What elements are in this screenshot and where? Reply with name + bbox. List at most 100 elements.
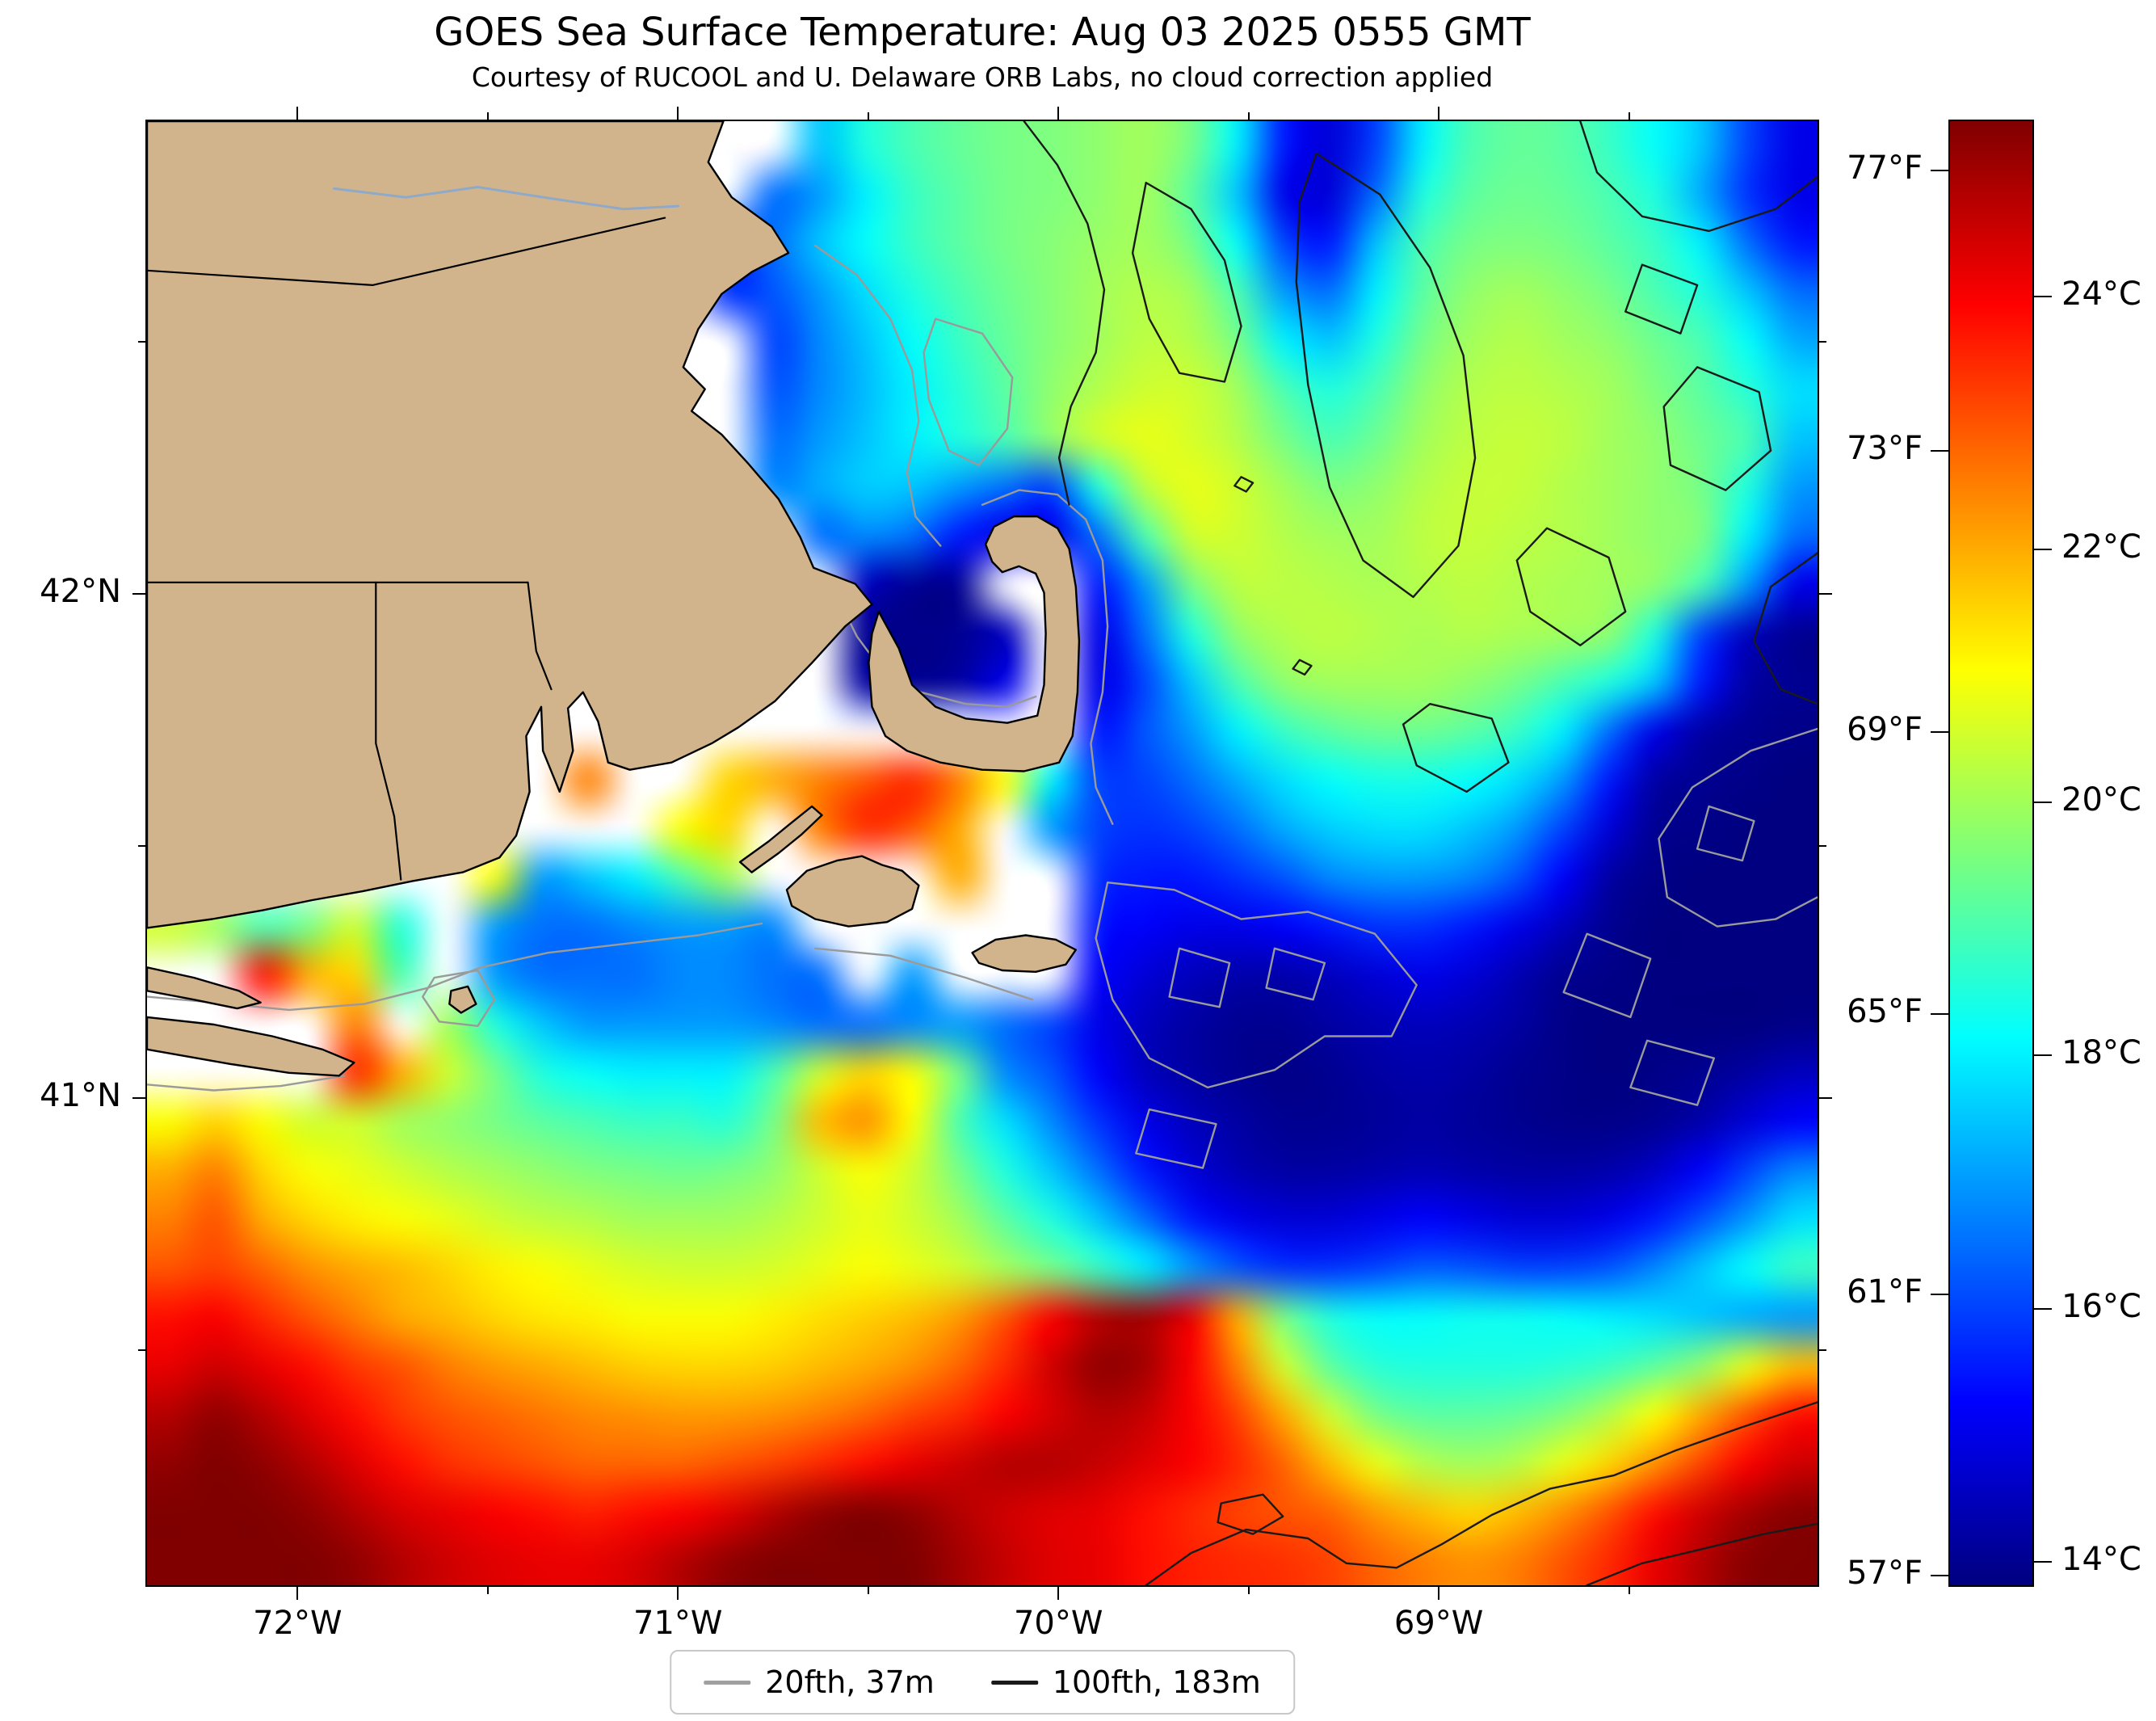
contour-20fth-line [422, 969, 496, 1027]
colorbar-tick-f [1931, 450, 1948, 452]
lon-tick-label: 72°W [253, 1605, 343, 1642]
state-border-line [375, 581, 402, 881]
contour-100fth-line [1145, 1401, 1818, 1585]
colorbar-tick-f [1931, 1574, 1948, 1576]
axis-tick [132, 1096, 145, 1099]
axis-tick [132, 592, 145, 595]
axis-tick [867, 112, 869, 120]
state-border-line [527, 581, 553, 691]
contour-20fth-line [1562, 932, 1652, 1019]
land-long-island-south-fork [147, 1016, 355, 1077]
lon-tick-label: 71°W [633, 1605, 723, 1642]
land-marthas-vineyard [785, 855, 920, 928]
colorbar-label-c: 16°C [2061, 1287, 2141, 1325]
axis-tick [1819, 844, 1826, 847]
colorbar-label-c: 18°C [2061, 1034, 2141, 1072]
figure-subtitle: Courtesy of RUCOOL and U. Delaware ORB L… [471, 61, 1494, 93]
contour-20fth-line [1135, 1108, 1217, 1169]
contour-100fth-line [1234, 476, 1255, 493]
lat-tick-label: 41°N [40, 1076, 121, 1114]
colorbar-tick-f [1931, 169, 1948, 171]
colorbar-tick-c [2034, 296, 2052, 298]
colorbar-tick-c [2034, 549, 2052, 551]
contour-20fth-line [147, 1075, 346, 1092]
axis-tick [1819, 592, 1832, 595]
colorbar-label-f: 65°F [1847, 992, 1923, 1030]
legend-label-20fth: 20fth, 37m [765, 1664, 935, 1700]
lon-tick-label: 70°W [1013, 1605, 1103, 1642]
state-border-line [147, 217, 666, 286]
contour-100fth-line [1292, 659, 1313, 676]
land-mainland-new-england [147, 121, 873, 929]
axis-tick [296, 107, 299, 120]
colorbar-label-f: 57°F [1847, 1554, 1923, 1592]
colorbar-tick-c [2034, 1307, 2052, 1310]
river-line [333, 186, 680, 211]
axis-tick [1247, 1587, 1250, 1594]
contour-100fth-line [1402, 703, 1510, 793]
contour-20fth-line [1629, 1039, 1715, 1106]
lon-tick-label: 69°W [1393, 1605, 1484, 1642]
colorbar-tick-f [1931, 1012, 1948, 1015]
legend-label-100fth: 100fth, 183m [1052, 1664, 1261, 1700]
axis-tick [1628, 112, 1630, 120]
colorbar-label-c: 20°C [2061, 781, 2141, 819]
contour-20fth-line [147, 922, 763, 1012]
contour-20fth-line [981, 489, 1114, 825]
legend: 20fth, 37m 100fth, 183m [670, 1650, 1295, 1715]
contour-20fth-line [814, 244, 942, 547]
colorbar-tick-c [2034, 802, 2052, 804]
contour-20fth-line [1265, 947, 1326, 1001]
contour-20fth-line [1095, 882, 1418, 1089]
contour-100fth-line [1753, 552, 1818, 705]
axis-tick [296, 1587, 299, 1600]
contour-100fth-line [1217, 1493, 1284, 1535]
colorbar-label-f: 77°F [1847, 149, 1923, 187]
contour-20fth-line [814, 947, 1034, 1001]
map-overlay [147, 121, 1818, 1585]
contour-20fth-line [1168, 947, 1231, 1008]
contour-100fth-line [1023, 121, 1106, 506]
axis-tick [486, 112, 489, 120]
colorbar [1948, 120, 2034, 1587]
legend-line-20fth-icon [704, 1680, 751, 1685]
colorbar-label-c: 22°C [2061, 528, 2141, 566]
colorbar-gradient [1950, 121, 2032, 1585]
contour-100fth-line [1586, 1522, 1818, 1585]
contour-100fth-line [1515, 527, 1627, 646]
contour-20fth-line [1696, 805, 1755, 862]
colorbar-tick-f [1931, 1294, 1948, 1296]
contour-20fth-line [922, 318, 1014, 466]
contour-100fth-line [1662, 366, 1772, 491]
axis-tick [1628, 1587, 1630, 1594]
colorbar-label-f: 69°F [1847, 710, 1923, 748]
colorbar-label-f: 61°F [1847, 1273, 1923, 1311]
colorbar-tick-c [2034, 1560, 2052, 1563]
axis-tick [1438, 107, 1440, 120]
axis-tick [1247, 112, 1250, 120]
axis-tick [1819, 1096, 1832, 1099]
legend-line-100fth-icon [990, 1680, 1038, 1685]
contour-100fth-line [1131, 181, 1242, 383]
contour-100fth-line [1579, 121, 1818, 233]
contour-20fth-line [1658, 727, 1818, 928]
axis-tick [138, 844, 145, 847]
colorbar-label-c: 14°C [2061, 1540, 2141, 1578]
colorbar-tick-c [2034, 1054, 2052, 1057]
axis-tick [486, 1587, 489, 1594]
colorbar-tick-f [1931, 730, 1948, 733]
land-block-island [448, 985, 477, 1014]
axis-tick [1819, 1349, 1826, 1351]
colorbar-label-f: 73°F [1847, 430, 1923, 468]
axis-tick [677, 107, 679, 120]
axis-tick [138, 340, 145, 343]
axis-tick [1438, 1587, 1440, 1600]
axis-tick [867, 1587, 869, 1594]
axis-tick [138, 1349, 145, 1351]
axis-tick [1057, 1587, 1060, 1600]
lat-tick-label: 42°N [40, 572, 121, 610]
figure-title: GOES Sea Surface Temperature: Aug 03 202… [434, 10, 1531, 55]
axis-tick [1819, 340, 1826, 343]
legend-item-20fth: 20fth, 37m [704, 1664, 935, 1700]
land-elizabeth-islands [738, 805, 823, 873]
